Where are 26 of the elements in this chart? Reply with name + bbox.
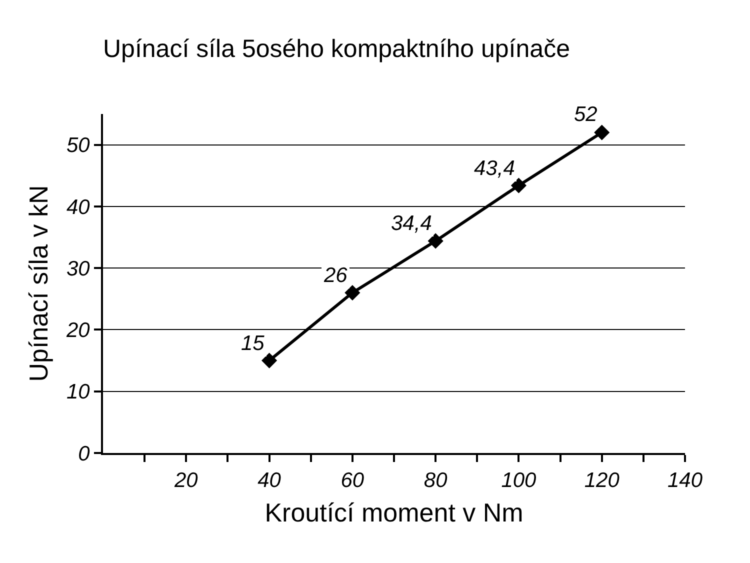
y-axis-title: Upínací síla v kN [23, 185, 54, 382]
y-tick-label: 20 [65, 319, 90, 342]
x-axis-title: Kroutící moment v Nm [264, 497, 524, 528]
x-tick-label: 140 [667, 469, 703, 492]
x-tick-label: 100 [501, 469, 537, 492]
data-label: 15 [241, 332, 265, 355]
y-tick-label: 10 [66, 380, 90, 404]
y-tick-label: 40 [66, 196, 90, 219]
data-label: 43,4 [474, 157, 515, 180]
x-tick-label: 60 [340, 469, 364, 492]
y-tick-label: 50 [66, 134, 90, 158]
y-tick-label: 0 [78, 442, 90, 466]
x-tick-label: 80 [424, 469, 448, 492]
x-tick-label: 120 [584, 469, 620, 492]
point [428, 233, 444, 249]
y-tick-label: 30 [66, 257, 90, 280]
point [594, 124, 610, 140]
chart-title: Upínací síla 5osého kompaktního upínače [103, 34, 570, 63]
point [261, 352, 278, 368]
x-tick-label: 20 [173, 469, 198, 492]
point [510, 178, 527, 194]
data-label: 26 [323, 264, 348, 287]
point [344, 284, 360, 301]
x-tick-label: 40 [258, 469, 282, 492]
data-label: 52 [574, 103, 598, 126]
data-label: 34,4 [391, 212, 432, 235]
